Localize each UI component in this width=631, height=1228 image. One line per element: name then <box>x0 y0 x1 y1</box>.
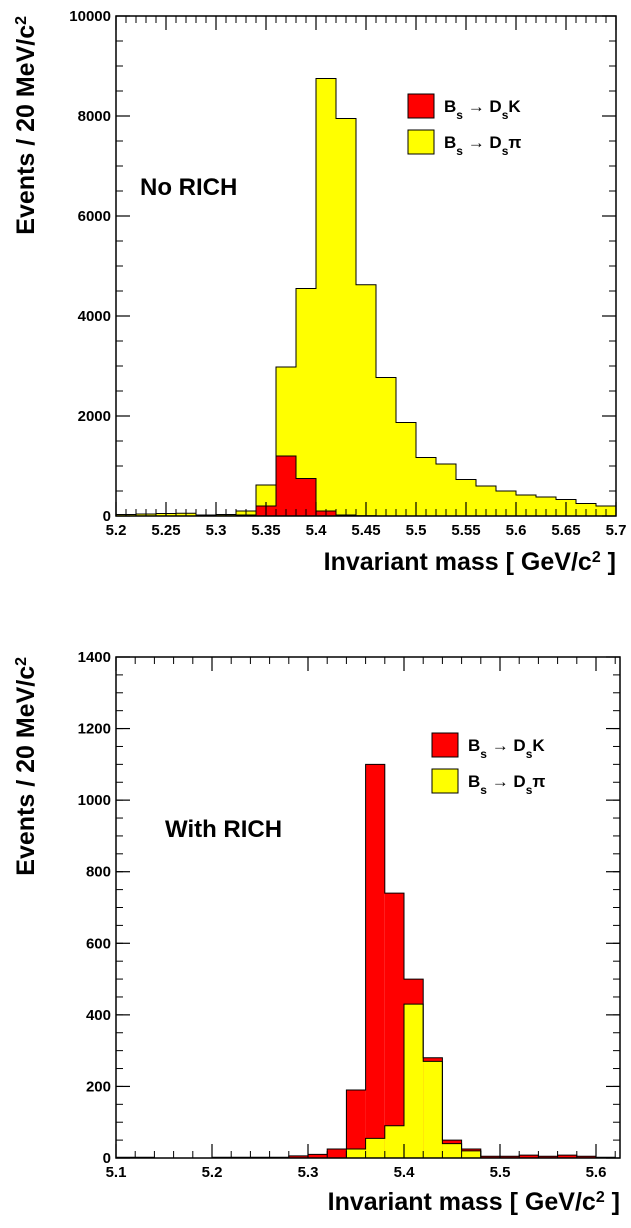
y-tick-label: 1000 <box>78 792 111 809</box>
x-tick-label: 5.4 <box>394 1164 416 1181</box>
legend-label-dsk: Bs → DsK <box>444 97 521 122</box>
bar-dspi-bin-17 <box>456 479 476 516</box>
legend: Bs → DsK Bs → Dsπ <box>407 93 521 158</box>
bar-dspi-bin-18 <box>461 1150 481 1158</box>
legend-label-dspi: Bs → Dsπ <box>444 133 521 158</box>
x-tick-label: 5.35 <box>251 522 280 539</box>
bar-dsk-bin-13 <box>365 764 385 1158</box>
legend-swatch-dsk <box>407 93 435 119</box>
bar-dsk-bin-9 <box>296 478 316 516</box>
x-tick-label: 5.45 <box>351 522 380 539</box>
bar-dspi-bin-14 <box>384 1125 404 1158</box>
bar-dsk-bin-23 <box>557 1155 577 1158</box>
x-tick-label: 5.6 <box>506 522 527 539</box>
y-tick-label: 0 <box>103 1150 111 1167</box>
chart-panel-1: 5.2 5.25 5.3 5.35 5.4 5.45 5.5 5.55 5.6 5.65 5.7 0 2… <box>12 8 626 576</box>
bar-dspi-bin-19 <box>496 491 516 516</box>
bar-dsk-bin-9 <box>288 1155 308 1158</box>
chart-panel-2: 5.1 5.2 5.3 5.4 5.5 5.6 0 200 400 600 800 1000 1200 1… <box>12 649 621 1216</box>
bar-dspi-bin-9 <box>296 288 316 479</box>
bar-dsk-bin-19 <box>480 1156 500 1158</box>
x-tick-label: 5.7 <box>606 522 627 539</box>
bar-dspi-bin-13 <box>365 1138 385 1158</box>
bar-dsk-bin-20 <box>500 1156 520 1158</box>
y-tick-label: 800 <box>86 864 111 881</box>
y-tick-label: 400 <box>86 1007 111 1024</box>
x-tick-label: 5.3 <box>206 522 227 539</box>
y-tick-label: 10000 <box>69 8 111 25</box>
panel-label: With RICH <box>165 816 282 843</box>
bar-dspi-bin-12 <box>356 284 376 516</box>
x-tick-label: 5.4 <box>306 522 328 539</box>
y-axis-title: Events / 20 MeV/c2 <box>12 657 40 876</box>
legend-label-dsk: Bs → DsK <box>468 736 545 761</box>
panel-label: No RICH <box>140 174 237 201</box>
y-tick-label: 600 <box>86 935 111 952</box>
y-tick-label: 0 <box>103 508 111 525</box>
y-tick-label: 2000 <box>78 408 111 425</box>
bar-dspi-bin-7 <box>256 485 276 506</box>
legend-swatch-dspi <box>431 768 459 794</box>
y-tick-label: 6000 <box>78 208 111 225</box>
x-tick-label: 5.2 <box>202 1164 223 1181</box>
bar-dspi-bin-18 <box>476 486 496 516</box>
x-tick-label: 5.2 <box>106 522 127 539</box>
x-tick-label: 5.5 <box>406 522 427 539</box>
x-tick-label: 5.65 <box>551 522 580 539</box>
bar-dspi-bin-13 <box>376 377 396 516</box>
x-axis-title: Invariant mass [ GeV/c2 ] <box>328 1188 620 1216</box>
x-tick-label: 5.55 <box>451 522 480 539</box>
bar-dspi-bin-14 <box>396 422 416 516</box>
bar-dspi-bin-15 <box>416 457 436 516</box>
y-axis-title: Events / 20 MeV/c2 <box>12 16 40 235</box>
legend-swatch-dsk <box>431 732 459 758</box>
bar-dspi-bin-16 <box>436 464 456 516</box>
bar-dsk-bin-14 <box>384 893 404 1158</box>
bar-dspi-bin-17 <box>442 1143 462 1158</box>
y-tick-label: 200 <box>86 1078 111 1095</box>
bar-dspi-bin-10 <box>316 78 336 511</box>
bar-dsk-bin-21 <box>519 1155 539 1158</box>
bar-dsk-bin-11 <box>327 1149 347 1158</box>
bar-dsk-bin-10 <box>308 1154 328 1158</box>
y-tick-label: 1400 <box>78 649 111 666</box>
legend: Bs → DsK Bs → Dsπ <box>431 732 545 797</box>
x-tick-label: 5.6 <box>586 1164 607 1181</box>
bar-dspi-bin-16 <box>423 1061 443 1158</box>
y-tick-label: 4000 <box>78 308 111 325</box>
x-tick-label: 5.1 <box>106 1164 127 1181</box>
bar-dspi-bin-21 <box>536 497 556 516</box>
y-tick-label: 8000 <box>78 108 111 125</box>
bar-dsk-bin-24 <box>576 1156 596 1158</box>
bar-dsk-bin-8 <box>276 456 296 516</box>
bar-dspi-bin-8 <box>276 367 296 456</box>
x-axis-title: Invariant mass [ GeV/c2 ] <box>324 548 616 576</box>
x-tick-label: 5.5 <box>490 1164 511 1181</box>
x-tick-label: 5.25 <box>151 522 180 539</box>
legend-swatch-dspi <box>407 129 435 155</box>
bar-dspi-bin-11 <box>336 118 356 515</box>
bar-dspi-bin-20 <box>516 495 536 516</box>
y-tick-label: 1200 <box>78 721 111 738</box>
legend-label-dspi: Bs → Dsπ <box>468 772 545 797</box>
bar-dspi-bin-12 <box>346 1149 366 1158</box>
x-tick-label: 5.3 <box>298 1164 319 1181</box>
bar-dsk-bin-12 <box>346 1090 366 1158</box>
bar-dspi-bin-15 <box>404 1004 424 1158</box>
bar-dsk-bin-22 <box>538 1156 558 1158</box>
